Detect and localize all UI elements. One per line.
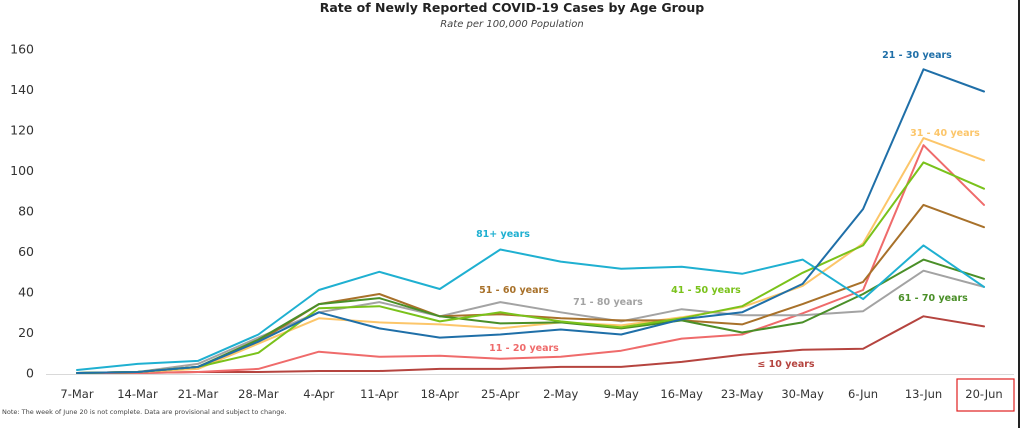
series-label: 81+ years (476, 229, 530, 240)
x-axis: 7-Mar 14-Mar 21-Mar 28-Mar 4-Apr 11-Apr 18-Apr… (60, 387, 1002, 401)
series-label: 11 - 20 years (489, 343, 559, 354)
x-tick-label: 20-Jun (965, 387, 1002, 401)
series-label: 51 - 60 years (479, 285, 549, 296)
y-tick-label: 100 (10, 163, 34, 178)
chart-subtitle: Rate per 100,000 Population (440, 19, 584, 30)
y-tick-label: 120 (10, 123, 34, 138)
series-label: 71 - 80 years (573, 297, 643, 308)
y-tick-label: 80 (18, 204, 34, 219)
series-line-11-20-years (76, 144, 985, 374)
x-tick-label: 30-May (781, 387, 824, 401)
y-tick-label: 0 (26, 366, 34, 381)
x-tick-label: 18-Apr (421, 387, 460, 401)
series-label: ≤ 10 years (757, 359, 815, 370)
x-tick-label: 16-May (660, 387, 703, 401)
x-tick-label: 7-Mar (60, 387, 93, 401)
highlighted-category-box (956, 378, 1015, 412)
chart-note: Note: The week of June 20 is not complet… (2, 408, 286, 416)
y-tick-label: 60 (18, 244, 34, 259)
x-tick-label: 21-Mar (178, 387, 219, 401)
x-tick-label: 9-May (604, 387, 639, 401)
x-tick-label: 14-Mar (117, 387, 158, 401)
series-label: 21 - 30 years (882, 50, 952, 61)
y-tick-label: 160 (10, 42, 34, 57)
series-label: 41 - 50 years (671, 285, 741, 296)
series-labels: ≤ 10 years 11 - 20 years 21 - 30 years 31 -… (476, 50, 980, 370)
x-tick-label: 4-Apr (303, 387, 334, 401)
y-tick-label: 40 (18, 285, 34, 300)
y-tick-label: 20 (18, 325, 34, 340)
series-label: 61 - 70 years (898, 293, 968, 304)
x-tick-label: 2-May (543, 387, 578, 401)
y-tick-label: 140 (10, 82, 34, 97)
x-tick-label: 23-May (721, 387, 764, 401)
series-line-41-50-years (76, 161, 985, 374)
series-line-81+-years (76, 244, 985, 371)
series-lines (76, 68, 985, 374)
x-tick-label: 6-Jun (848, 387, 878, 401)
series-line-31-40-years (76, 137, 985, 374)
series-label: 31 - 40 years (910, 128, 980, 139)
x-tick-label: 13-Jun (905, 387, 942, 401)
x-tick-label: 25-Apr (481, 387, 520, 401)
y-axis: 0 20 40 60 80 100 120 140 160 (10, 42, 34, 381)
x-tick-label: 28-Mar (238, 387, 279, 401)
series-line-21-30-years (76, 68, 985, 374)
window-edge (1018, 0, 1020, 428)
chart-title: Rate of Newly Reported COVID-19 Cases by… (320, 0, 705, 15)
series-line-10-years (76, 315, 985, 374)
series-line-71-80-years (76, 269, 985, 374)
x-tick-label: 11-Apr (360, 387, 399, 401)
